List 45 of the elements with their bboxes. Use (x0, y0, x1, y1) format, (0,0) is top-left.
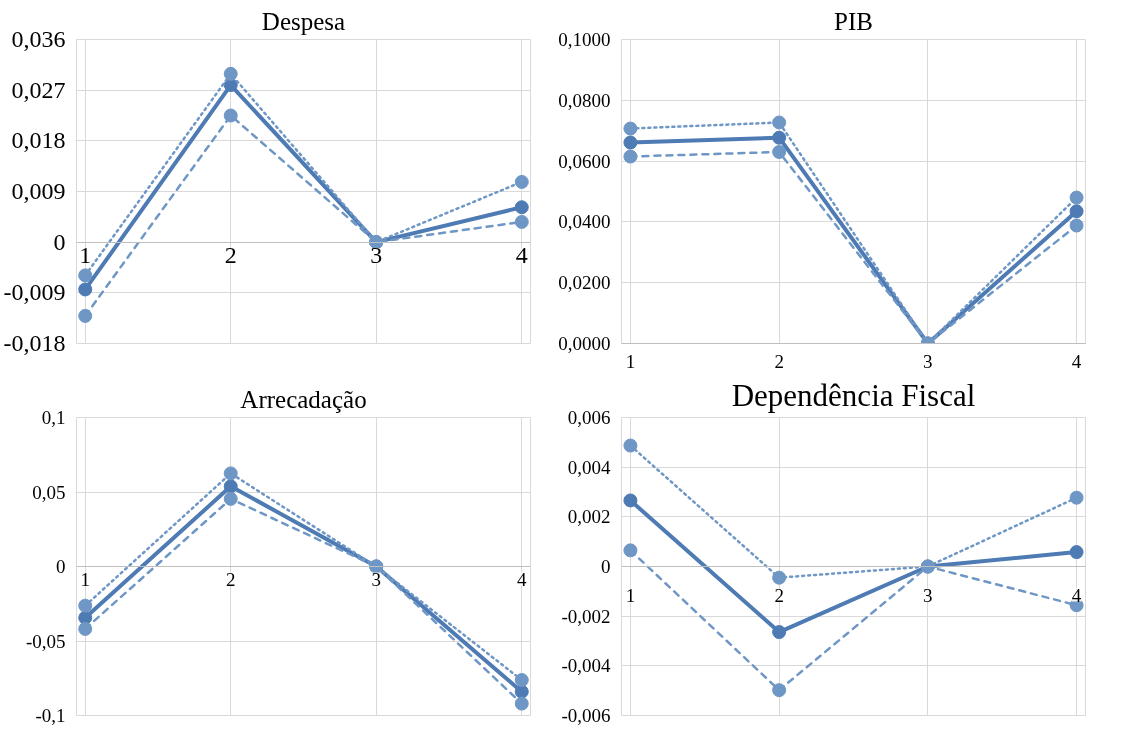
y-tick-label: 0,1 (41, 407, 66, 428)
x-tick-label: 4 (515, 242, 528, 269)
x-tick-label: 4 (517, 568, 528, 590)
y-tick-label: 0,05 (32, 481, 66, 503)
x-tick-label: 2 (225, 568, 236, 590)
y-tick-label: 0,0600 (558, 150, 611, 172)
x-tick-label: 3 (923, 350, 933, 372)
y-tick-label: 0 (53, 228, 66, 255)
y-tick-label: -0,009 (3, 279, 66, 306)
y-tick-label: -0,05 (25, 630, 66, 652)
y-tick-label: -0,004 (561, 655, 611, 677)
y-tick-label: 0,009 (11, 178, 66, 204)
y-tick-label: 0,027 (11, 76, 66, 103)
y-tick-label: 0,0000 (558, 333, 611, 354)
x-tick-label: 3 (370, 242, 383, 269)
x-tick-label: 3 (923, 584, 933, 606)
x-tick-label: 1 (625, 350, 636, 372)
y-tick-label: 0,036 (11, 26, 66, 52)
y-tick-label: 0 (601, 556, 611, 577)
chart-title: PIB (834, 7, 873, 35)
y-tick-label: -0,006 (561, 705, 611, 726)
x-tick-label: 1 (80, 568, 90, 590)
chart-title: Dependência Fiscal (731, 377, 976, 413)
y-tick-label: -0,018 (3, 330, 66, 356)
y-tick-label: 0,004 (567, 456, 611, 478)
y-tick-label: 0,002 (567, 506, 611, 528)
x-tick-label: 2 (774, 350, 784, 372)
x-tick-label: 1 (79, 242, 92, 269)
y-tick-label: 0,0400 (558, 211, 611, 233)
chart-title: Arrecadação (240, 385, 367, 413)
y-tick-label: 0,0800 (558, 89, 611, 111)
y-tick-label: -0,1 (35, 705, 66, 726)
y-tick-label: 0,1000 (558, 29, 611, 50)
x-tick-label: 4 (1071, 350, 1082, 372)
x-tick-label: 2 (774, 584, 784, 606)
x-tick-label: 4 (1071, 584, 1082, 606)
y-tick-label: 0,0200 (558, 272, 611, 294)
x-tick-label: 3 (371, 568, 382, 590)
chart-title: Despesa (261, 7, 346, 35)
y-tick-label: 0 (56, 556, 66, 577)
y-tick-label: -0,002 (561, 605, 611, 627)
x-tick-label: 2 (224, 242, 237, 269)
x-tick-label: 1 (625, 584, 636, 606)
y-tick-label: 0,018 (11, 127, 66, 154)
y-tick-label: 0,006 (567, 407, 611, 428)
